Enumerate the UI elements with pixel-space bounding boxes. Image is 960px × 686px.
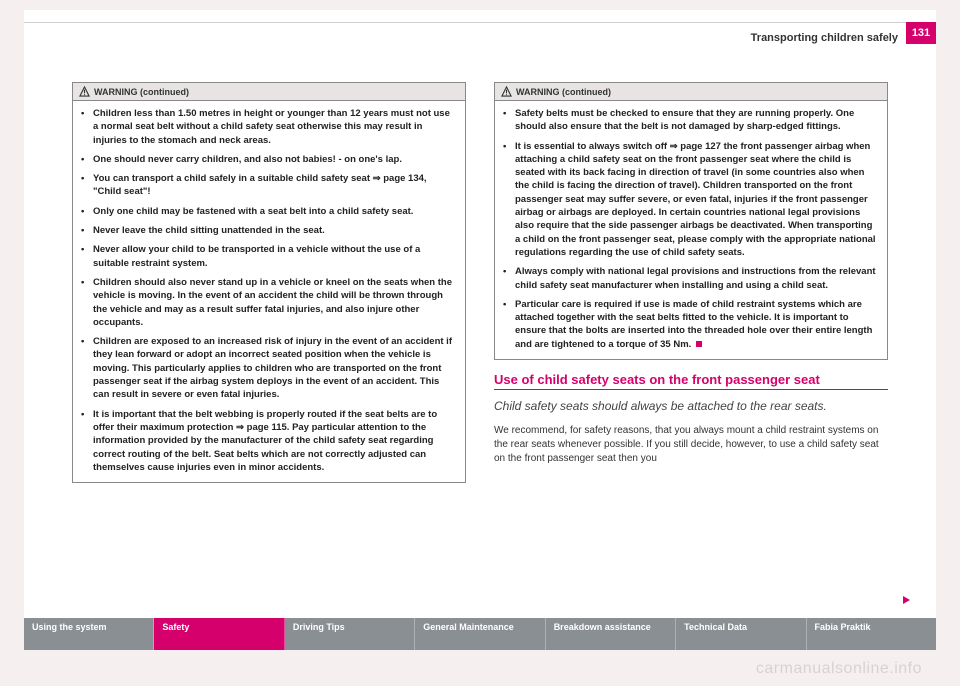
warning-header-label: WARNING (continued) [516, 87, 611, 97]
warning-box-right: WARNING (continued) •Safety belts must b… [494, 82, 888, 360]
footer-tab-general-maintenance[interactable]: General Maintenance [415, 618, 545, 650]
bullet-item: •Never allow your child to be transporte… [81, 243, 457, 270]
footer-tab-safety[interactable]: Safety [154, 618, 284, 650]
section-subtitle: Child safety seats should always be atta… [494, 398, 888, 414]
bullet-item: •Children less than 1.50 metres in heigh… [81, 107, 457, 147]
top-rule [24, 22, 936, 23]
bullet-item: •It is important that the belt webbing i… [81, 408, 457, 474]
footer-nav: Using the system Safety Driving Tips Gen… [24, 618, 936, 650]
footer-tab-driving-tips[interactable]: Driving Tips [285, 618, 415, 650]
warning-body-right: •Safety belts must be checked to ensure … [495, 101, 887, 359]
bullet-item: •Particular care is required if use is m… [503, 298, 879, 351]
bullet-item: •Never leave the child sitting unattende… [81, 224, 457, 237]
section-heading: Use of child safety seats on the front p… [494, 372, 888, 390]
warning-header-right: WARNING (continued) [495, 83, 887, 101]
page-number-badge: 131 [906, 22, 936, 44]
warning-box-left: WARNING (continued) •Children less than … [72, 82, 466, 483]
content-columns: WARNING (continued) •Children less than … [72, 82, 888, 600]
section-body-text: We recommend, for safety reasons, that y… [494, 424, 888, 466]
bullet-item: •One should never carry children, and al… [81, 153, 457, 166]
footer-tab-breakdown-assistance[interactable]: Breakdown assistance [546, 618, 676, 650]
section-end-marker [696, 341, 702, 347]
continue-arrow-icon [903, 596, 910, 604]
right-column: WARNING (continued) •Safety belts must b… [494, 82, 888, 600]
running-header: Transporting children safely [751, 32, 898, 44]
footer-tab-technical-data[interactable]: Technical Data [676, 618, 806, 650]
bullet-item: •It is essential to always switch off ⇒ … [503, 140, 879, 260]
bullet-item: •Children should also never stand up in … [81, 276, 457, 329]
watermark: carmanualsonline.info [756, 660, 922, 678]
footer-tab-using-system[interactable]: Using the system [24, 618, 154, 650]
bullet-item: •Only one child may be fastened with a s… [81, 205, 457, 218]
bullet-item: •Children are exposed to an increased ri… [81, 335, 457, 401]
bullet-item: •You can transport a child safely in a s… [81, 172, 457, 199]
footer-tab-fabia-praktik[interactable]: Fabia Praktik [807, 618, 936, 650]
warning-triangle-icon [501, 86, 512, 97]
left-column: WARNING (continued) •Children less than … [72, 82, 466, 600]
bullet-item: •Safety belts must be checked to ensure … [503, 107, 879, 134]
bullet-item: •Always comply with national legal provi… [503, 265, 879, 292]
warning-header-label: WARNING (continued) [94, 87, 189, 97]
warning-triangle-icon [79, 86, 90, 97]
page: Transporting children safely 131 WARNING… [24, 10, 936, 650]
warning-body-left: •Children less than 1.50 metres in heigh… [73, 101, 465, 482]
warning-header-left: WARNING (continued) [73, 83, 465, 101]
